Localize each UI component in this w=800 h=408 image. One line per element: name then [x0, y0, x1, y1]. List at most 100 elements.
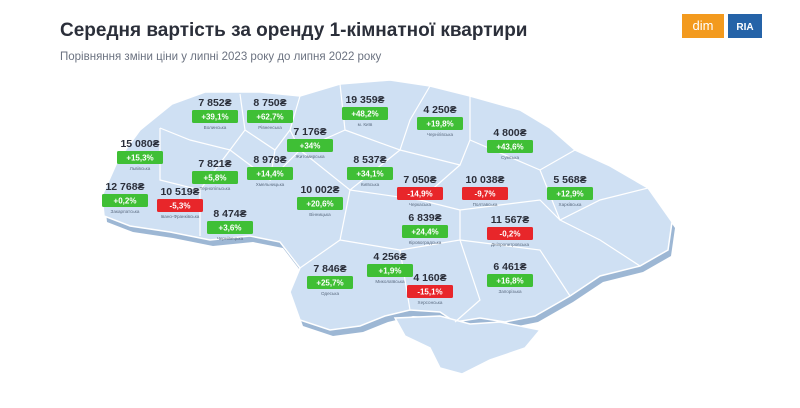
region-name: Одеська — [321, 291, 340, 296]
region-change: +24,4% — [411, 228, 438, 237]
change-badge — [487, 227, 533, 240]
region-name: Рівненська — [258, 125, 282, 130]
region-name: м. Київ — [358, 122, 373, 127]
change-badge — [192, 110, 238, 123]
region-price: 8 537₴ — [353, 154, 386, 166]
region-label: 8 537₴ +34,1% Київська — [347, 154, 393, 187]
change-badge — [402, 225, 448, 238]
change-badge — [407, 285, 453, 298]
region-label: 4 800₴ +43,6% Сумська — [487, 127, 533, 160]
crimea — [393, 315, 542, 375]
region-change: +16,8% — [496, 277, 523, 286]
region-price: 10 519₴ — [160, 186, 199, 198]
region-label: 10 519₴ -5,3% Івано-Франківська — [157, 186, 203, 219]
change-badge — [367, 264, 413, 277]
change-badge — [297, 197, 343, 210]
region-name: Івано-Франківська — [161, 214, 200, 219]
region-change: +39,1% — [201, 113, 228, 122]
logo-right-box — [728, 14, 762, 38]
region-label: 11 567₴ -0,2% Дніпропетровська — [487, 214, 533, 247]
region-price: 10 038₴ — [465, 174, 504, 186]
region-change: +15,3% — [126, 154, 153, 163]
region-label: 15 080₴ +15,3% Львівська — [117, 138, 163, 171]
change-badge — [547, 187, 593, 200]
region-change: +19,8% — [426, 120, 453, 129]
region-name: Чернігівська — [427, 132, 454, 137]
region-change: +43,6% — [496, 143, 523, 152]
map — [101, 79, 675, 375]
region-label: 10 002₴ +20,6% Вінницька — [297, 184, 343, 217]
region-name: Херсонська — [418, 300, 443, 305]
region-price: 15 080₴ — [120, 138, 159, 150]
region-change: -0,2% — [500, 230, 521, 239]
region-name: Харківська — [559, 202, 582, 207]
change-badge — [247, 110, 293, 123]
region-name: Львівська — [130, 166, 151, 171]
region-change: +5,8% — [204, 174, 227, 183]
region-change: +3,6% — [219, 224, 242, 233]
region-label: 6 839₴ +24,4% Кіровоградська — [402, 212, 448, 245]
region-change: +20,6% — [306, 200, 333, 209]
region-name: Вінницька — [309, 212, 331, 217]
change-badge — [102, 194, 148, 207]
region-change: -15,1% — [417, 288, 442, 297]
region-price: 11 567₴ — [491, 214, 530, 226]
region-price: 10 002₴ — [300, 184, 339, 196]
region-price: 7 846₴ — [313, 263, 346, 275]
region-name: Миколаївська — [375, 279, 405, 284]
region-price: 6 461₴ — [493, 261, 526, 273]
region-change: -14,9% — [407, 190, 432, 199]
region-price: 7 821₴ — [198, 158, 231, 170]
change-badge — [117, 151, 163, 164]
region-label: 10 038₴ -9,7% Полтавська — [462, 174, 508, 207]
logo-right: RIA — [736, 22, 753, 33]
region-label: 7 050₴ -14,9% Черкаська — [397, 174, 443, 207]
change-badge — [207, 221, 253, 234]
region-price: 8 979₴ — [253, 154, 286, 166]
region-label: 6 461₴ +16,8% Запорізька — [487, 261, 533, 294]
region-price: 7 176₴ — [293, 126, 326, 138]
change-badge — [247, 167, 293, 180]
region-price: 5 568₴ — [553, 174, 586, 186]
region-change: +34,1% — [356, 170, 383, 179]
change-badge — [342, 107, 388, 120]
change-badge — [487, 140, 533, 153]
logo-left-box — [682, 14, 724, 38]
region-price: 19 359₴ — [345, 94, 384, 106]
region-price: 4 800₴ — [493, 127, 526, 139]
change-badge — [192, 171, 238, 184]
region-name: Кіровоградська — [409, 240, 442, 245]
region-name: Закарпатська — [111, 209, 140, 214]
region-price: 4 256₴ — [373, 251, 406, 263]
region-label: 4 256₴ +1,9% Миколаївська — [367, 251, 413, 284]
change-badge — [397, 187, 443, 200]
region-price: 6 839₴ — [408, 212, 441, 224]
subtitle: Порівняння зміни ціни у липні 2023 року … — [60, 51, 381, 63]
region-name: Дніпропетровська — [491, 242, 530, 247]
region-label: 8 474₴ +3,6% Чернівецька — [207, 208, 253, 241]
region-price: 12 768₴ — [105, 181, 144, 193]
region-label: 8 750₴ +62,7% Рівненська — [247, 97, 293, 130]
region-name: Черкаська — [409, 202, 432, 207]
region-label: 4 160₴ -15,1% Херсонська — [407, 272, 453, 305]
region-price: 8 474₴ — [213, 208, 246, 220]
region-change: +12,9% — [556, 190, 583, 199]
change-badge — [347, 167, 393, 180]
logo-left: dim — [693, 18, 714, 33]
region-label: 7 176₴ +34% Житомирська — [287, 126, 333, 159]
region-change: -5,3% — [170, 202, 191, 211]
region-price: 7 050₴ — [403, 174, 436, 186]
region-change: +14,4% — [256, 170, 283, 179]
change-badge — [157, 199, 203, 212]
region-name: Чернівецька — [217, 236, 244, 241]
logo: dim RIA — [682, 14, 762, 38]
change-badge — [487, 274, 533, 287]
region-price: 4 160₴ — [413, 272, 446, 284]
region-price: 8 750₴ — [253, 97, 286, 109]
change-badge — [417, 117, 463, 130]
region-label: 7 821₴ +5,8% Тернопільська — [192, 158, 238, 191]
region-change: +0,2% — [114, 197, 137, 206]
region-name: Запорізька — [498, 289, 522, 294]
region-change: +34% — [300, 142, 321, 151]
